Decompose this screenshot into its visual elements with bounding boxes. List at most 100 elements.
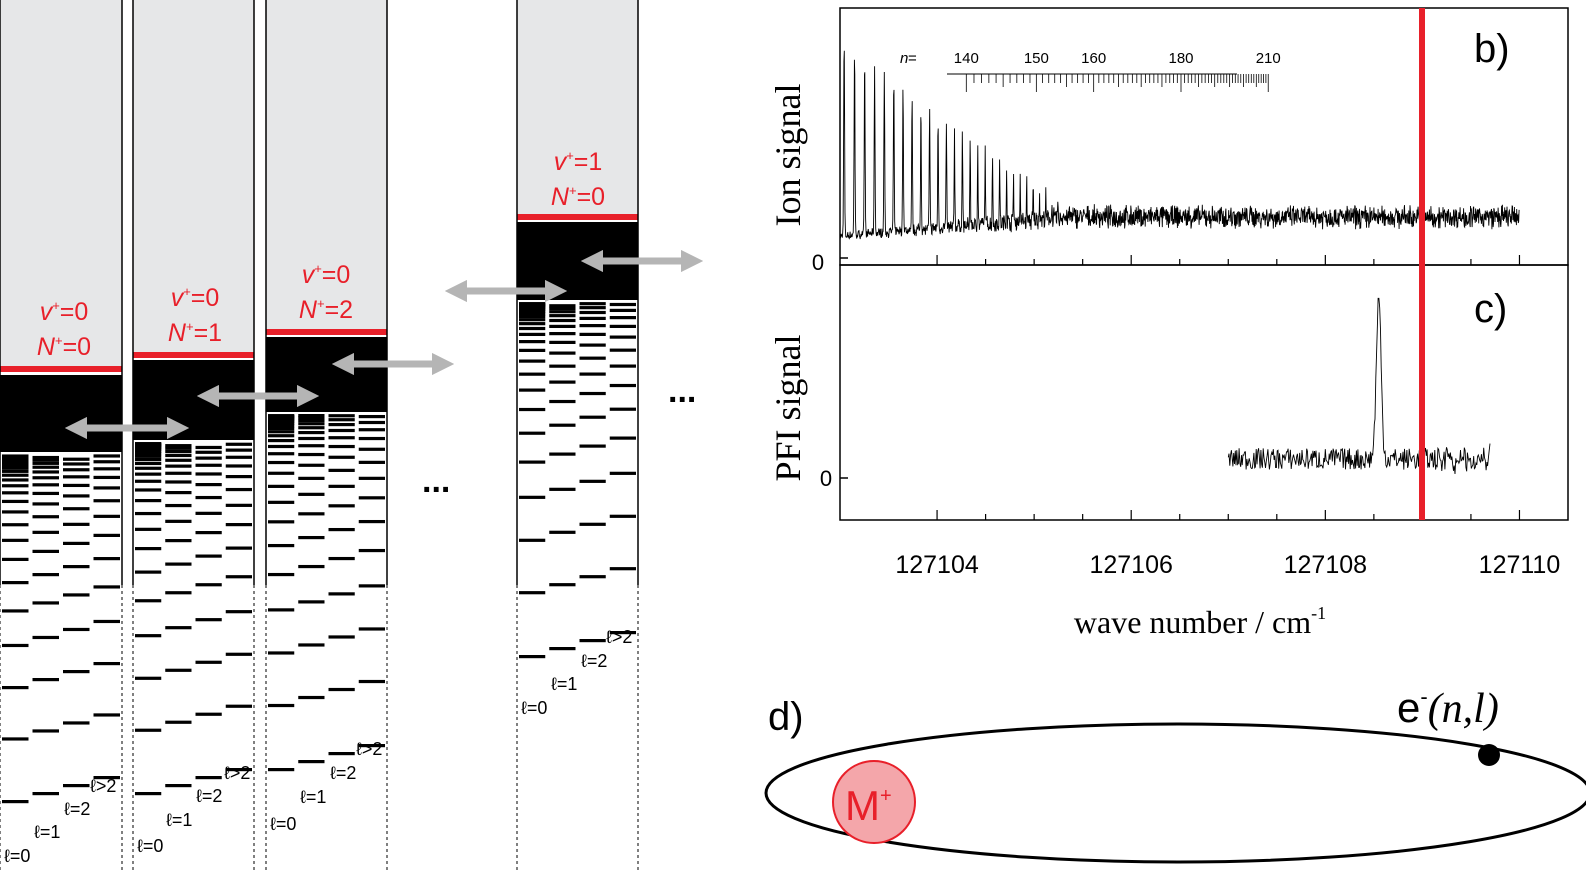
rydberg-level [225, 652, 252, 656]
rydberg-level [2, 523, 29, 527]
rydberg-level [93, 619, 120, 624]
rydberg-level [519, 332, 546, 337]
ell-label: ℓ=2 [196, 786, 222, 806]
rydberg-level [268, 422, 295, 426]
electron-symbol: e [1397, 684, 1420, 731]
rydberg-level [32, 549, 59, 553]
ell-label: ℓ>2 [356, 739, 382, 759]
rydberg-level [549, 310, 576, 314]
rydberg-level [2, 737, 29, 741]
rydberg-level [32, 491, 59, 496]
rydberg-level [358, 679, 385, 684]
rydberg-level [358, 519, 385, 524]
rydberg-level [298, 414, 325, 418]
rydberg-level [32, 677, 59, 682]
v-value: =0 [191, 284, 220, 312]
rydberg-level [32, 483, 59, 487]
rydberg-level [63, 541, 90, 545]
rydberg-levels [519, 302, 636, 659]
ellipsis-right: ... [668, 372, 696, 410]
rydberg-level [63, 475, 90, 479]
rydberg-level [195, 495, 222, 500]
rydberg-level [609, 407, 636, 411]
rydberg-level [298, 426, 325, 430]
energy-column-1: v+=0N+=0ℓ=0ℓ=1ℓ=2ℓ>2 [0, 0, 123, 870]
rydberg-level [195, 445, 222, 450]
rydberg-level [268, 608, 295, 612]
rydberg-level [32, 573, 59, 577]
rydberg-level [298, 492, 325, 496]
ell-label: ℓ=1 [300, 787, 326, 807]
rydberg-level [549, 324, 576, 329]
rydberg-level [519, 407, 546, 412]
continuum-band [0, 0, 122, 368]
rydberg-level [609, 348, 636, 352]
rydberg-level [135, 499, 162, 503]
rydberg-level [63, 507, 90, 511]
rydberg-level [268, 572, 295, 577]
ell-label: ℓ=2 [581, 651, 607, 671]
rydberg-level [579, 391, 606, 396]
ell-label: ℓ=0 [4, 846, 30, 866]
panel-b: b) Ion signal 0 n = 140 150 160 180 210 [768, 7, 1569, 275]
rydberg-level [268, 438, 295, 443]
rydberg-level [298, 643, 325, 647]
rydberg-level [195, 618, 222, 622]
continuum-band [517, 0, 638, 216]
rydberg-level [225, 523, 252, 527]
rydberg-level [268, 460, 295, 465]
panel-c-frame [839, 264, 1569, 521]
rydberg-level [225, 475, 252, 479]
rydberg-level [93, 499, 120, 503]
dense-rydberg-manifold [266, 337, 387, 412]
rydberg-level [328, 455, 355, 459]
n-sup: + [569, 183, 577, 198]
pfi-signal-trace [1227, 297, 1491, 475]
rydberg-level [195, 554, 222, 558]
rydberg-level [2, 466, 29, 470]
rydberg-level [519, 340, 546, 344]
rydberg-level [579, 372, 606, 376]
rydberg-level [135, 442, 162, 446]
rydberg-level [519, 495, 546, 499]
v-sup: + [183, 284, 191, 299]
n-value: =2 [325, 296, 354, 324]
electron-dot [1478, 744, 1500, 766]
rydberg-level [2, 581, 29, 585]
ell-label: ℓ=1 [551, 674, 577, 694]
panel-d-label: d) [768, 695, 804, 739]
energy-column-4: v+=1N+=0ℓ=0ℓ=1ℓ=2ℓ>2 [516, 0, 639, 870]
rydberg-level [195, 456, 222, 460]
electron-orbit [764, 722, 1586, 864]
rydberg-level [63, 462, 90, 466]
rydberg-level [32, 792, 59, 796]
rydberg-level [2, 473, 29, 477]
rydberg-level [2, 643, 29, 648]
rydberg-level [268, 430, 295, 434]
rydberg-level [32, 476, 59, 480]
rydberg-level [225, 546, 252, 550]
n-scale-label: 150 [1024, 50, 1049, 67]
rydberg-level [298, 436, 325, 441]
rydberg-level [63, 522, 90, 526]
rydberg-level [579, 639, 606, 643]
rydberg-levels [2, 454, 120, 804]
rydberg-level [195, 712, 222, 716]
rydberg-level [549, 647, 576, 651]
rydberg-level [328, 556, 355, 561]
rydberg-level [579, 343, 606, 347]
rydberg-level [358, 447, 385, 451]
rydberg-level [165, 471, 192, 475]
rydberg-level [135, 547, 162, 551]
rydberg-level [519, 302, 546, 306]
rydberg-level [2, 469, 29, 473]
ell-label: ℓ>2 [606, 627, 632, 647]
rydberg-level [32, 635, 59, 640]
rydberg-level [165, 784, 192, 788]
rydberg-level [358, 414, 385, 419]
rydberg-level [519, 314, 546, 319]
rydberg-level [165, 562, 192, 566]
energy-level-columns: v+=0N+=0ℓ=0ℓ=1ℓ=2ℓ>2v+=0N+=1ℓ=0ℓ=1ℓ=2ℓ>2… [0, 0, 639, 870]
ell-label: ℓ=1 [34, 822, 60, 842]
n-scale-ticks: 140 150 160 180 210 [947, 50, 1281, 92]
